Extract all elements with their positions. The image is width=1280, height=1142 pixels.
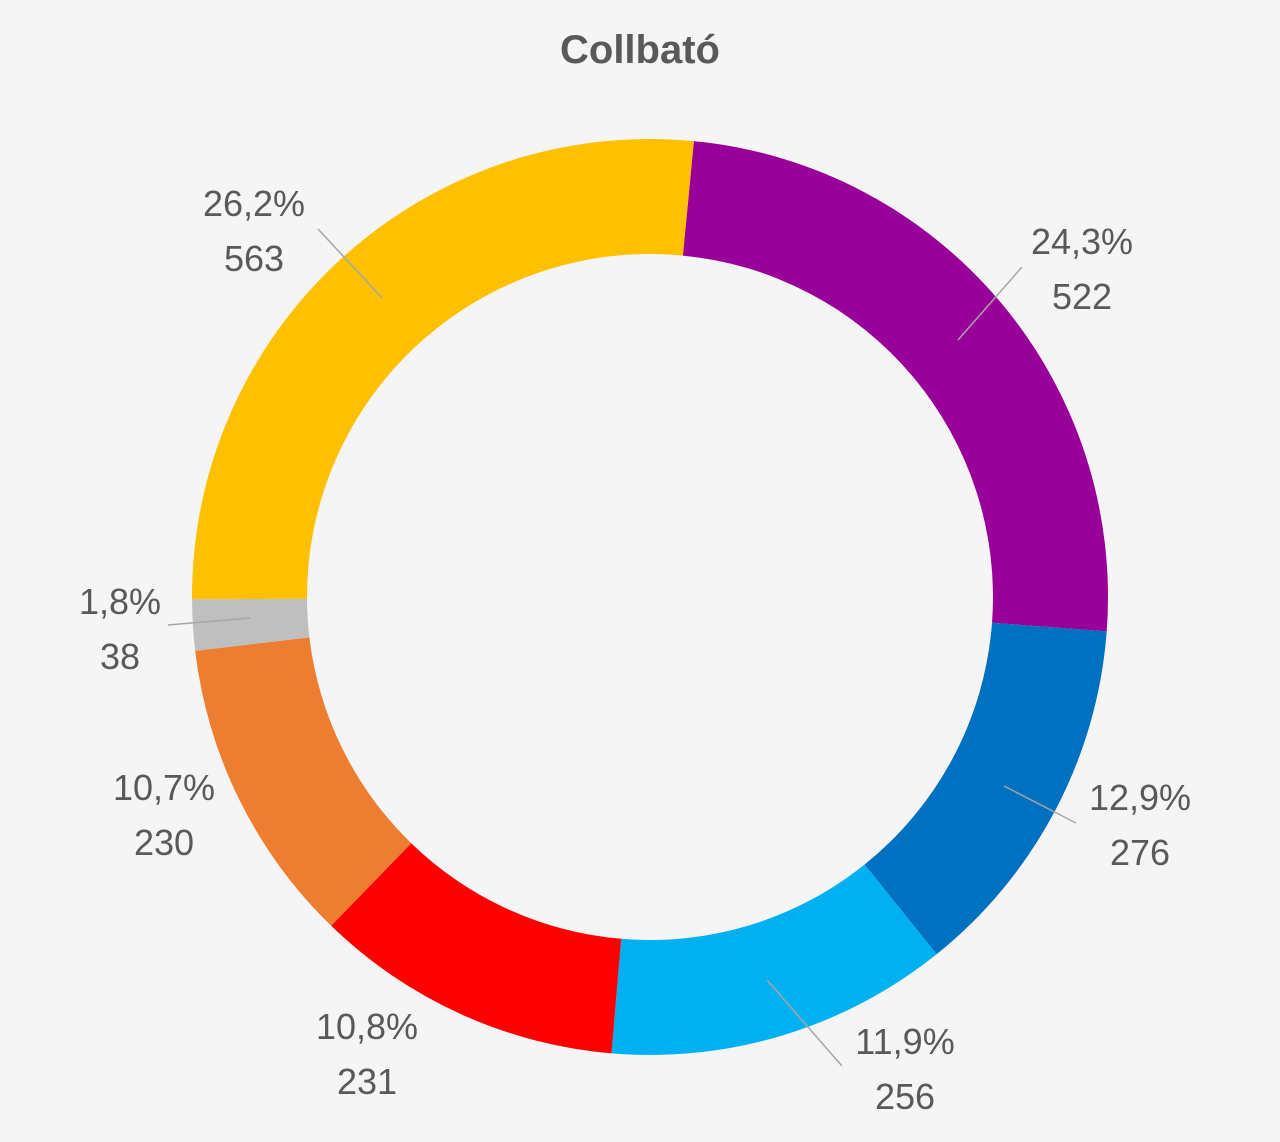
- data-label-percent: 1,8%: [79, 581, 161, 622]
- data-label-percent: 11,9%: [855, 1021, 954, 1062]
- slices-layer: [192, 138, 1108, 1055]
- leader-line: [766, 979, 843, 1067]
- data-labels: 24,3% 522 12,9% 276 11,9% 256 10,8% 231 10,7% 230…: [79, 183, 1191, 1117]
- data-label-value: 276: [1110, 832, 1170, 873]
- leader-line: [1003, 785, 1077, 824]
- leader-lines: [167, 228, 1077, 1067]
- data-label-percent: 26,2%: [203, 183, 305, 224]
- slice-522: [682, 141, 1108, 632]
- data-label-percent: 10,7%: [113, 767, 215, 808]
- slice-563: [192, 138, 694, 600]
- data-label-percent: 10,8%: [316, 1006, 418, 1047]
- data-label-value: 38: [100, 636, 140, 677]
- leader-line: [317, 228, 383, 299]
- data-label-percent: 12,9%: [1089, 777, 1191, 818]
- data-label-value: 230: [134, 822, 194, 863]
- slice-256: [611, 864, 937, 1055]
- data-label-percent: 24,3%: [1031, 221, 1133, 262]
- leader-line: [167, 617, 251, 626]
- data-label-value: 231: [337, 1061, 397, 1102]
- chart-title: Collbató: [560, 28, 720, 72]
- data-label-value: 563: [224, 238, 284, 279]
- slice-38: [192, 598, 310, 651]
- data-label-value: 256: [875, 1076, 935, 1117]
- data-label-value: 522: [1052, 276, 1112, 317]
- slice-230: [195, 637, 412, 926]
- leader-line: [957, 266, 1023, 341]
- slice-231: [331, 843, 622, 1054]
- slice-276: [864, 622, 1107, 955]
